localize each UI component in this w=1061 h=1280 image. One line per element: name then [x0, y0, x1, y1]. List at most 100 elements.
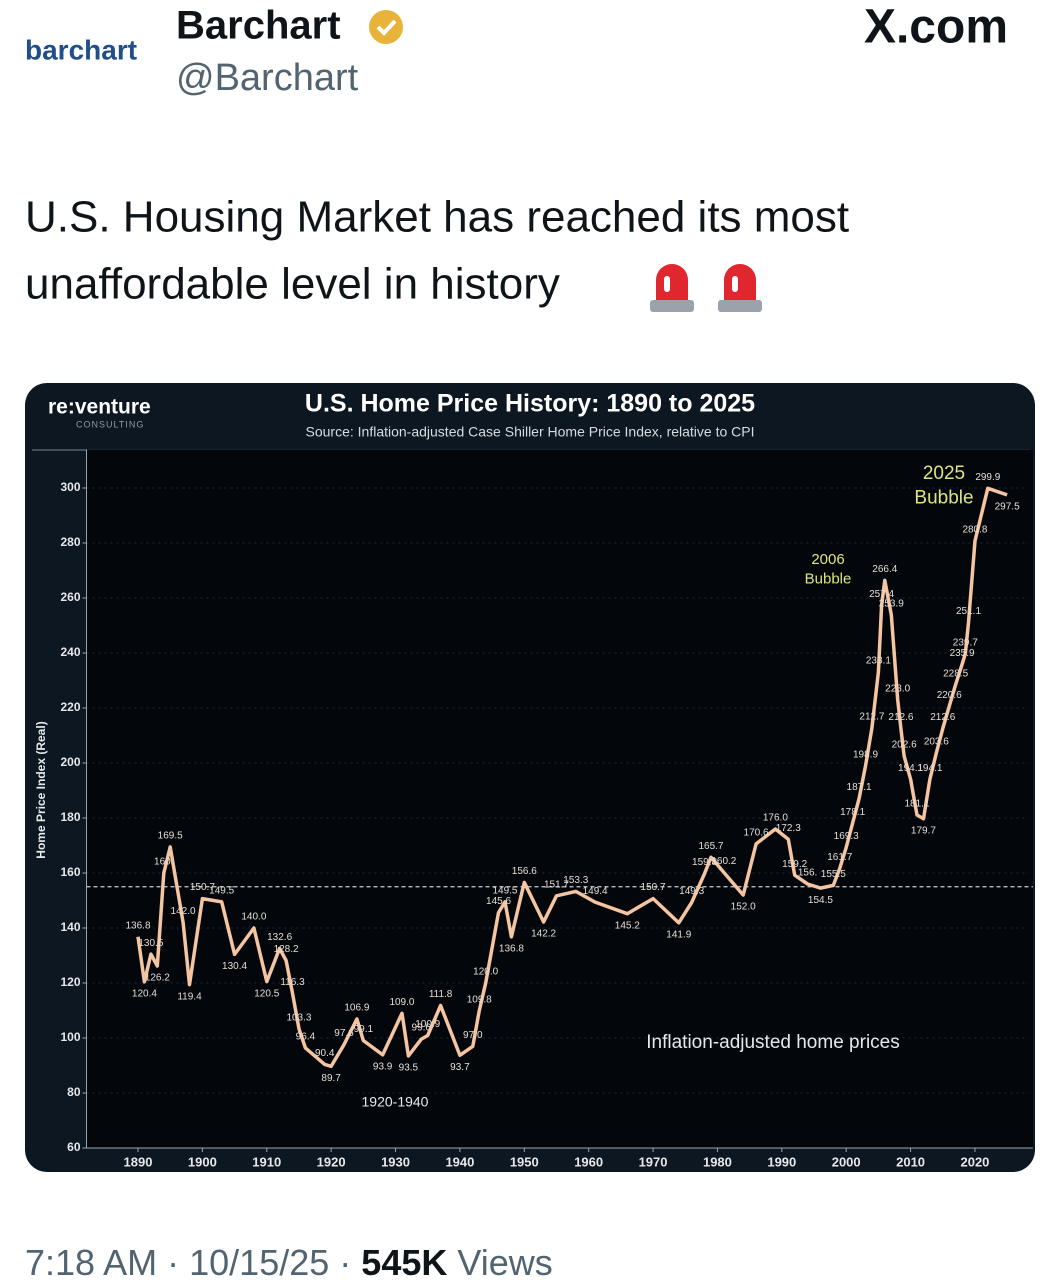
data-label: 170.6 — [744, 827, 769, 838]
x-tick-label: 2000 — [832, 1154, 861, 1169]
data-label: 202.6 — [892, 739, 917, 750]
data-label: 99.6 — [412, 1023, 432, 1034]
data-label: 120.5 — [254, 988, 279, 999]
data-label: 155.5 — [821, 869, 846, 880]
data-label: 228.5 — [943, 668, 968, 679]
data-label: 93.9 — [373, 1061, 393, 1072]
data-label: 120.0 — [473, 967, 498, 978]
data-label: 235.9 — [950, 648, 975, 659]
x-tick-label: 1890 — [124, 1154, 153, 1169]
data-label: 151.7 — [544, 879, 569, 890]
data-label: 172.3 — [776, 823, 801, 834]
y-tick-label: 60 — [67, 1140, 81, 1154]
x-tick-label: 2020 — [960, 1154, 989, 1169]
y-tick-label: 140 — [60, 920, 80, 934]
data-label: 169.5 — [158, 831, 183, 842]
data-label: 136.8 — [499, 943, 524, 954]
data-label: 109.8 — [467, 995, 492, 1006]
data-label: 159.2 — [782, 859, 807, 870]
tweet-text: U.S. Housing Market has reached its most — [25, 193, 849, 242]
x-tick-label: 1900 — [188, 1154, 217, 1169]
data-label: 187.1 — [847, 782, 872, 793]
chart-logo: re:venture — [48, 396, 151, 419]
data-label: 297.5 — [995, 502, 1020, 513]
data-label: 132.6 — [267, 932, 292, 943]
y-tick-label: 120 — [60, 975, 80, 989]
data-label: 212.7 — [859, 712, 884, 723]
y-tick-label: 100 — [60, 1030, 80, 1044]
x-tick-label: 1980 — [703, 1154, 732, 1169]
annotation: 2006 — [811, 551, 844, 568]
y-axis-label: Home Price Index (Real) — [34, 721, 48, 858]
data-label: 111.8 — [429, 989, 453, 1000]
data-label: 253.9 — [879, 598, 904, 609]
data-label: 194.1 — [898, 763, 923, 774]
chart-subtitle: Source: Inflation-adjusted Case Shiller … — [306, 424, 755, 440]
data-label: 136.8 — [125, 920, 150, 931]
data-label: 128.2 — [274, 944, 299, 955]
y-tick-label: 200 — [60, 755, 80, 769]
views-label: Views — [457, 1242, 552, 1280]
separator: · — [167, 1242, 179, 1280]
data-label: 149.4 — [583, 886, 608, 897]
data-label: 130.4 — [222, 961, 247, 972]
data-label: 156.6 — [512, 866, 537, 877]
data-label: 90.4 — [315, 1048, 335, 1059]
siren-emoji — [718, 264, 762, 312]
y-tick-label: 300 — [60, 480, 80, 494]
brand: X.com — [864, 1, 1008, 54]
data-label: 179.7 — [911, 825, 936, 836]
data-label: 89.7 — [321, 1073, 341, 1084]
plot: 60 80 100 120 140 160 180 200 220 240 260 280 300 189… — [60, 449, 1033, 1169]
verified-badge — [369, 10, 403, 44]
tweet-text: unaffordable level in history — [25, 260, 560, 309]
data-label: 119.4 — [177, 991, 202, 1002]
annotation: 2025 — [923, 463, 965, 484]
data-label: 149.5 — [209, 886, 234, 897]
avatar-logo[interactable]: barchart — [25, 34, 137, 65]
x-tick-label: 1960 — [574, 1154, 603, 1169]
y-tick-label: 260 — [60, 590, 80, 604]
data-label: 169.3 — [834, 831, 859, 842]
x-tick-label: 1970 — [639, 1154, 668, 1169]
data-label: 93.7 — [450, 1062, 470, 1073]
data-label: 178.1 — [840, 807, 865, 818]
display-name[interactable]: Barchart — [176, 4, 341, 48]
data-label: 299.9 — [975, 472, 1000, 483]
handle[interactable]: @Barchart — [176, 57, 359, 99]
data-label: 194.1 — [917, 763, 942, 774]
data-label: 149.5 — [492, 886, 517, 897]
data-label: 150.7 — [190, 882, 215, 893]
data-label: 156. — [798, 868, 817, 879]
y-tick-label: 220 — [60, 700, 80, 714]
plot-area — [86, 449, 1033, 1148]
data-label: 212.6 — [930, 712, 955, 723]
data-label: 97.0 — [463, 1030, 483, 1041]
data-label: 99.1 — [354, 1024, 374, 1035]
y-tick-label: 280 — [60, 535, 80, 549]
data-label: 150.7 — [641, 882, 666, 893]
data-label: 212.6 — [888, 712, 913, 723]
data-label: 103.3 — [286, 1013, 311, 1024]
data-label: 266.4 — [872, 564, 897, 575]
data-label: 160. — [154, 857, 173, 868]
y-tick-label: 80 — [67, 1085, 81, 1099]
x-tick-label: 1990 — [767, 1154, 796, 1169]
data-label: 126.2 — [145, 973, 170, 984]
data-label: 140.0 — [241, 912, 266, 923]
data-label: 100.9 — [415, 1019, 440, 1030]
x-tick-label: 1940 — [445, 1154, 474, 1169]
data-label: 142.2 — [531, 929, 556, 940]
time: 7:18 AM — [25, 1242, 157, 1280]
x-tick-label: 2010 — [896, 1154, 925, 1169]
views-count: 545K — [361, 1242, 447, 1280]
data-label: 233.1 — [866, 656, 891, 667]
data-label: 149.3 — [679, 886, 704, 897]
annotation: 1920-1940 — [362, 1094, 429, 1110]
data-label: 153.3 — [563, 875, 588, 886]
tweet-footer: 7:18 AM · 10/15/25 · 545K Views — [25, 1242, 553, 1280]
data-label: 154.5 — [808, 895, 833, 906]
y-tick-label: 160 — [60, 865, 80, 879]
data-label: 280.8 — [962, 524, 987, 535]
